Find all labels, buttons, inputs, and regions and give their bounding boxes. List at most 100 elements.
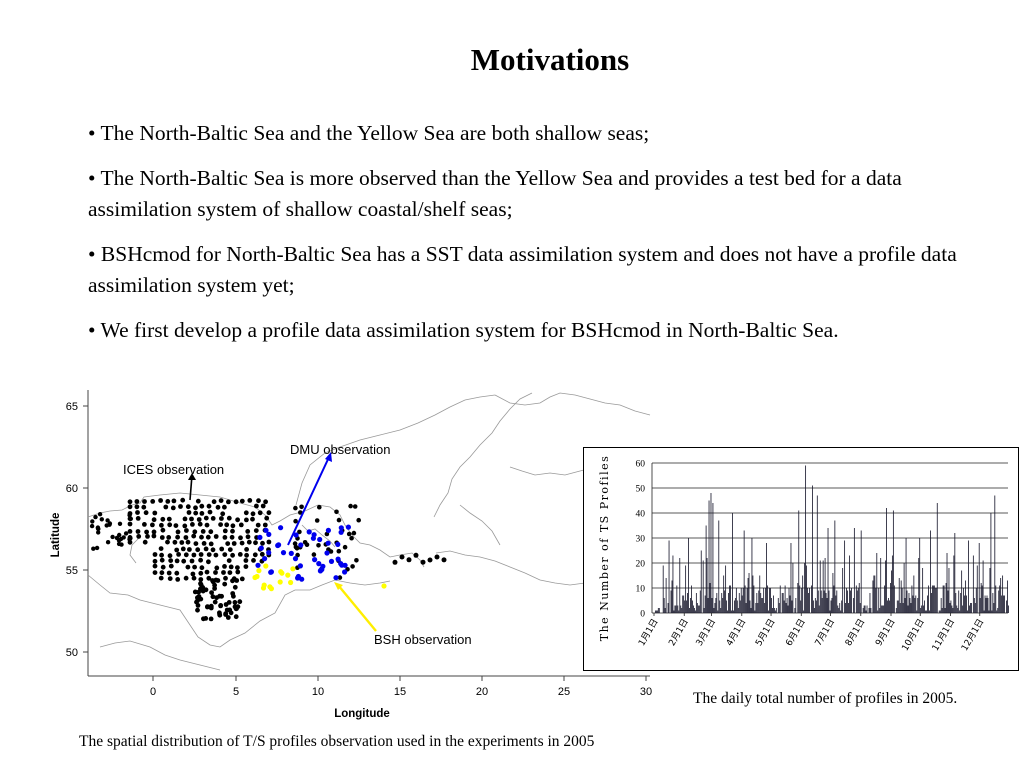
chart-bar <box>687 593 688 613</box>
chart-bar <box>741 595 743 613</box>
dmu-point <box>292 556 299 562</box>
chart-bar <box>919 538 921 613</box>
chart-bar <box>798 510 800 613</box>
chart-bar <box>756 593 758 613</box>
chart-bar <box>658 608 660 613</box>
chart-bar <box>981 585 983 613</box>
ices-point <box>192 529 198 535</box>
ices-point <box>316 543 321 548</box>
chart-bar <box>978 543 980 613</box>
chart-bar <box>655 610 657 613</box>
chart-bar <box>733 610 734 613</box>
dmu-point <box>325 540 331 546</box>
dmu-point <box>268 569 274 575</box>
slide-title: Motivations <box>470 42 630 77</box>
ices-point <box>199 503 205 509</box>
ices-point <box>207 509 213 515</box>
chart-bar <box>688 538 689 613</box>
chart-bar <box>766 543 767 613</box>
ices-point <box>235 517 241 523</box>
chart-bar <box>959 610 961 613</box>
chart-bar <box>824 558 826 613</box>
chart-bar <box>727 610 728 613</box>
chart-bar <box>942 585 944 613</box>
chart-bar <box>882 605 884 613</box>
chart-bar <box>700 550 702 613</box>
chart-bar <box>917 598 919 613</box>
chart-xtick-label: 9月1日 <box>873 617 897 648</box>
ices-point <box>166 535 172 540</box>
chart-bar <box>951 605 953 613</box>
ices-point <box>198 557 204 563</box>
ices-point <box>128 516 133 521</box>
ices-point <box>183 575 189 581</box>
ices-point <box>178 504 183 509</box>
ices-point <box>142 499 147 504</box>
dmu-point <box>311 532 317 538</box>
ices-point <box>311 552 317 557</box>
chart-bar <box>822 560 824 613</box>
chart-bar <box>734 598 736 613</box>
chart-bar <box>946 553 948 613</box>
ices-point <box>349 535 354 541</box>
ices-point <box>127 504 133 510</box>
ices-point <box>152 570 158 575</box>
chart-bar <box>789 595 791 613</box>
ices-point <box>232 584 238 590</box>
ices-point <box>194 599 199 605</box>
ices-point <box>200 588 206 594</box>
ices-point <box>159 570 165 576</box>
ices-point <box>203 515 209 521</box>
chart-bar <box>667 603 669 613</box>
ices-point <box>142 539 148 545</box>
ices-point <box>152 558 158 564</box>
chart-bar <box>916 610 918 613</box>
profiles-chart-frame: 0 10 20 30 40 50 60 1月1日 2月1日 3月1日 4月1日 5月1日 6月1日 7月… <box>583 447 1019 671</box>
ices-point <box>168 563 174 569</box>
dmu-point <box>328 558 335 564</box>
chart-bar <box>834 520 836 613</box>
chart-ytick-label: 40 <box>636 510 646 520</box>
ices-point <box>210 594 216 600</box>
ices-point <box>214 565 220 571</box>
ices-point <box>231 541 237 546</box>
chart-bar <box>884 585 886 613</box>
ices-point <box>197 521 203 527</box>
chart-bar <box>928 585 929 613</box>
ices-label: ICES observation <box>123 462 224 477</box>
chart-bar <box>848 603 849 613</box>
chart-bar <box>974 603 976 613</box>
ices-point <box>105 518 110 523</box>
chart-bar <box>931 585 933 613</box>
chart-bar <box>779 585 781 613</box>
ices-point <box>238 522 244 528</box>
chart-bar <box>888 598 889 613</box>
chart-bar <box>962 605 964 613</box>
ices-point <box>244 552 250 558</box>
ices-point <box>245 534 251 540</box>
dmu-point <box>319 566 325 573</box>
ices-point <box>186 510 192 515</box>
dmu-point <box>342 569 348 575</box>
chart-bar <box>823 590 825 613</box>
ices-point <box>337 575 343 580</box>
ices-point <box>167 522 173 528</box>
ices-point <box>251 558 256 563</box>
map-caption: The spatial distribution of T/S profiles… <box>79 733 595 750</box>
chart-bar <box>931 593 932 613</box>
chart-bar <box>794 608 796 613</box>
chart-bar <box>999 585 1001 613</box>
chart-bar <box>736 600 738 613</box>
ices-point <box>123 531 129 536</box>
ices-point <box>348 503 353 509</box>
chart-bar <box>684 600 686 613</box>
chart-bar <box>976 565 978 613</box>
chart-bar <box>895 608 897 613</box>
chart-bar <box>735 588 737 613</box>
chart-bar <box>935 588 937 613</box>
chart-bar <box>703 608 705 613</box>
chart-bar <box>714 603 716 613</box>
chart-bar <box>731 610 732 613</box>
chart-bar <box>967 610 968 613</box>
chart-bar <box>682 595 684 613</box>
